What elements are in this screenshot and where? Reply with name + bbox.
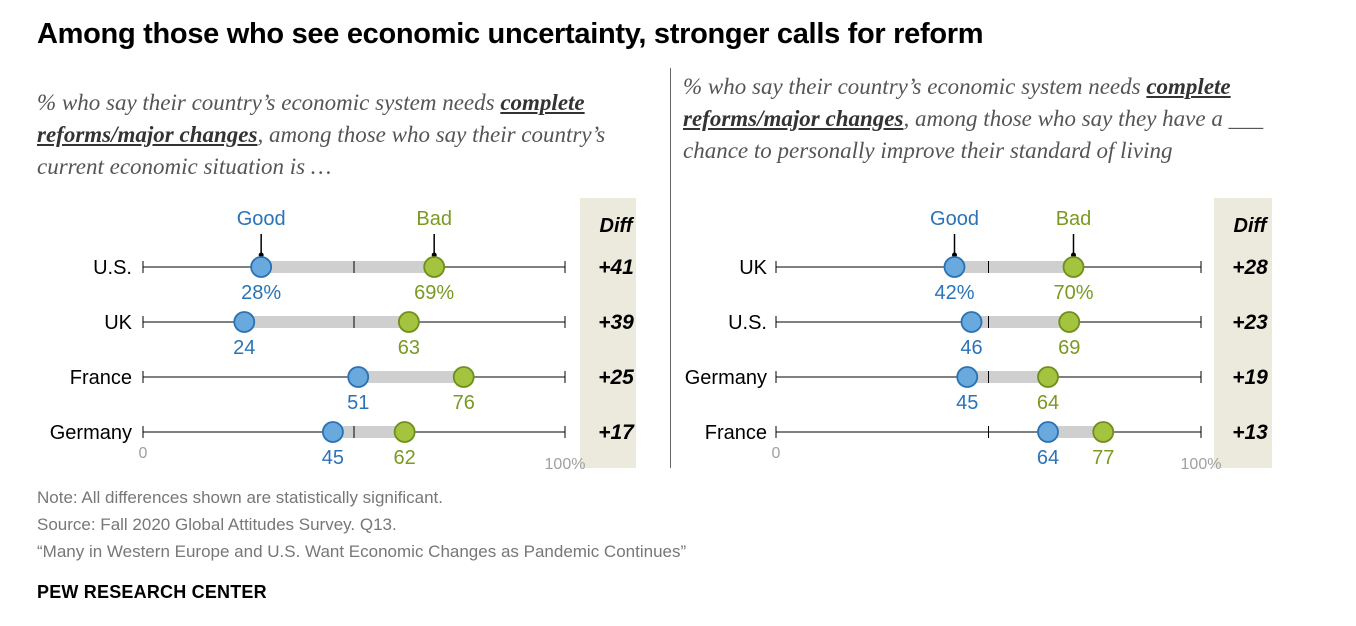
c1-row-1-good-dot bbox=[960, 311, 983, 333]
c0-row-3-bad-value-label: 62 bbox=[394, 447, 416, 469]
left-chart-subtitle: % who say their country’s economic syste… bbox=[37, 87, 657, 183]
panel-divider bbox=[670, 68, 671, 468]
c0-row-1-diff-value: +39 bbox=[598, 311, 634, 334]
c0-row-3-good-dot bbox=[321, 421, 344, 443]
c0-row-0-bad-value-label: 69% bbox=[414, 282, 454, 304]
c1-row-1-good-value-label: 46 bbox=[960, 337, 982, 359]
c0-row-3-diff-value: +17 bbox=[598, 421, 635, 444]
c0-row-0-diff-value: +41 bbox=[598, 256, 634, 279]
footnote-source: Source: Fall 2020 Global Attitudes Surve… bbox=[37, 515, 397, 534]
c0-row-1-category-label: UK bbox=[104, 312, 132, 334]
c1-diff-header: Diff bbox=[1234, 215, 1269, 237]
c0-row-2-bad-value-label: 76 bbox=[453, 392, 475, 414]
c0-row-1-bad-value-label: 63 bbox=[398, 337, 420, 359]
c0-row-1-good-dot bbox=[233, 311, 256, 333]
right-subtitle-pre: % who say their country’s economic syste… bbox=[683, 74, 1147, 99]
c1-row-1-bad-dot bbox=[1058, 311, 1081, 333]
c1-row-2-good-value-label: 45 bbox=[956, 392, 978, 414]
c0-row-0-good-value-label: 28% bbox=[241, 282, 281, 304]
c1-row-3-bad-value-label: 77 bbox=[1092, 447, 1114, 469]
c0-row-0-bad-dot bbox=[423, 256, 446, 278]
footnote-report-title: “Many in Western Europe and U.S. Want Ec… bbox=[37, 542, 687, 561]
left-dot-chart: Diff Good Bad U.S. 28% 69% +41 UK 24 63 +39 France 5… bbox=[50, 198, 636, 473]
c1-row-3-good-dot bbox=[1037, 421, 1059, 443]
c1-row-0-good-dot bbox=[943, 256, 966, 278]
c0-row-2-category-label: France bbox=[70, 367, 132, 389]
right-subtitle-emphasis: complete reforms/major changes bbox=[683, 74, 1231, 131]
c1-row-2-diff-value: +19 bbox=[1232, 366, 1268, 389]
c0-row-3-good-value-label: 45 bbox=[322, 447, 344, 469]
c1-row-1-diff-value: +23 bbox=[1232, 311, 1268, 334]
c0-row-1-range-bar bbox=[244, 316, 409, 328]
c1-row-2-good-dot bbox=[956, 366, 979, 388]
c0-row-2-good-dot bbox=[347, 366, 370, 388]
c1-legend-bad: Bad bbox=[1056, 208, 1092, 230]
c1-row-3-good-value-label: 64 bbox=[1037, 447, 1059, 469]
c1-row-3-bad-dot bbox=[1092, 421, 1115, 443]
c0-row-3-bad-dot bbox=[393, 421, 416, 443]
footnote-note: Note: All differences shown are statisti… bbox=[37, 488, 443, 507]
c1-row-1-range-bar bbox=[971, 316, 1070, 328]
c1-row-3-diff-value: +13 bbox=[1232, 421, 1268, 444]
c1-legend-good: Good bbox=[930, 208, 979, 230]
left-subtitle-pre: % who say their country’s economic syste… bbox=[37, 90, 501, 115]
c0-axis-min-label: 0 bbox=[139, 445, 148, 462]
c1-row-1-category-label: U.S. bbox=[728, 312, 767, 334]
c0-row-2-range-bar bbox=[358, 371, 464, 383]
c0-row-1-bad-dot bbox=[397, 311, 420, 333]
c0-row-0-good-dot bbox=[250, 256, 273, 278]
c1-row-0-good-value-label: 42% bbox=[934, 282, 974, 304]
c1-row-0-bad-dot bbox=[1062, 256, 1085, 278]
left-subtitle-post: , among those who say their country’s cu… bbox=[37, 122, 606, 179]
c0-row-3-category-label: Germany bbox=[50, 422, 132, 444]
c1-row-1-bad-value-label: 69 bbox=[1058, 337, 1080, 359]
right-chart-subtitle: % who say their country’s economic syste… bbox=[683, 71, 1323, 167]
c1-row-2-category-label: Germany bbox=[685, 367, 767, 389]
c0-legend-bad: Bad bbox=[416, 208, 452, 230]
c0-row-0-range-bar bbox=[261, 261, 435, 273]
c0-row-1-good-value-label: 24 bbox=[233, 337, 255, 359]
right-subtitle-post: , among those who say they have a ___ ch… bbox=[683, 106, 1264, 163]
c0-row-2-diff-value: +25 bbox=[598, 366, 634, 389]
chart-title: Among those who see economic uncertainty… bbox=[37, 18, 984, 50]
c0-row-2-good-value-label: 51 bbox=[347, 392, 369, 414]
c0-legend-good: Good bbox=[237, 208, 286, 230]
c1-row-0-category-label: UK bbox=[739, 257, 767, 279]
c1-axis-min-label: 0 bbox=[772, 445, 781, 462]
pew-logo-wordmark: PEW RESEARCH CENTER bbox=[37, 582, 267, 602]
c0-row-2-bad-dot bbox=[452, 366, 475, 388]
c1-axis-max-label: 100% bbox=[1181, 456, 1222, 473]
left-subtitle-emphasis: complete reforms/major changes bbox=[37, 90, 585, 147]
c1-row-2-range-bar bbox=[967, 371, 1048, 383]
c0-row-0-category-label: U.S. bbox=[93, 257, 132, 279]
c1-row-2-bad-dot bbox=[1037, 366, 1059, 388]
c0-diff-header: Diff bbox=[600, 215, 635, 237]
c0-row-3-range-bar bbox=[332, 426, 405, 438]
c1-row-0-range-bar bbox=[954, 261, 1074, 273]
c1-row-3-range-bar bbox=[1048, 426, 1104, 438]
c1-row-0-bad-value-label: 70% bbox=[1053, 282, 1093, 304]
c1-row-3-category-label: France bbox=[705, 422, 767, 444]
c0-axis-max-label: 100% bbox=[545, 456, 586, 473]
c1-row-2-bad-value-label: 64 bbox=[1037, 392, 1059, 414]
c0-diff-column-bg bbox=[580, 198, 636, 468]
c1-diff-column-bg bbox=[1214, 198, 1272, 468]
c1-row-0-diff-value: +28 bbox=[1232, 256, 1268, 279]
right-dot-chart: Diff Good Bad UK 42% 70% +28 U.S. 46 69 +23 Germany… bbox=[685, 198, 1272, 473]
